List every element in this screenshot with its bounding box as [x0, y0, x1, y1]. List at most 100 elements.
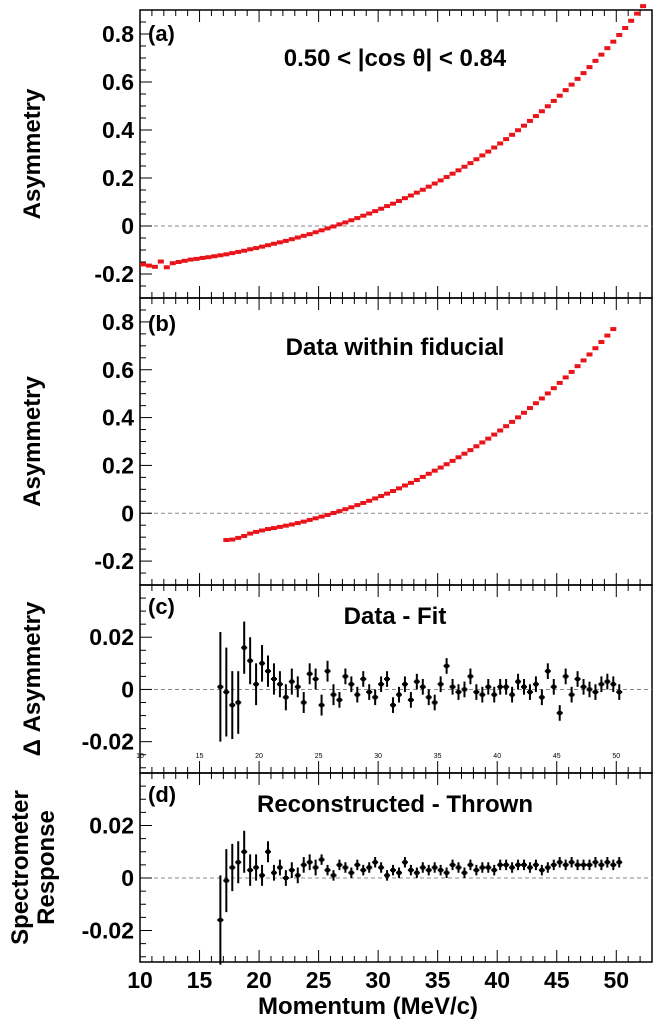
- data-point: [360, 500, 367, 505]
- data-point: [556, 380, 563, 385]
- data-point: [521, 410, 527, 415]
- data-point: [288, 522, 295, 527]
- y-tick-label: -0.2: [94, 548, 134, 574]
- data-point: [462, 870, 467, 875]
- x-axis-label: Momentum (MeV/c): [258, 993, 478, 1020]
- data-point: [557, 860, 562, 865]
- data-point: [468, 862, 473, 867]
- data-point: [163, 265, 170, 270]
- data-point: [550, 386, 557, 391]
- data-point: [401, 196, 408, 201]
- data-point: [504, 862, 509, 867]
- data-point: [229, 251, 236, 256]
- y-tick-label: 0.6: [102, 69, 134, 95]
- data-point: [575, 862, 580, 867]
- panel-c: -0.02 0 0.02 10 15 20 25 30 35 40 45 50 (c) Data - Fi…: [19, 584, 653, 774]
- data-point: [593, 860, 598, 865]
- data-point: [289, 679, 294, 684]
- data-point: [253, 529, 260, 534]
- data-point: [532, 401, 539, 406]
- data-point: [384, 491, 391, 496]
- data-point: [604, 46, 611, 51]
- data-point: [325, 868, 330, 873]
- data-point: [395, 199, 402, 204]
- data-point: [486, 684, 491, 689]
- data-point: [282, 238, 289, 243]
- data-point: [277, 682, 282, 687]
- data-point: [527, 865, 532, 870]
- panel-tag: (b): [148, 311, 176, 336]
- data-point: [599, 862, 604, 867]
- data-point: [289, 868, 294, 873]
- data-point: [498, 862, 503, 867]
- panel-tag: (d): [148, 782, 176, 807]
- data-point: [522, 684, 526, 689]
- y-tick-label: 0.4: [102, 405, 134, 431]
- data-point: [617, 860, 622, 865]
- data-point: [503, 137, 510, 142]
- data-point: [438, 682, 443, 687]
- data-point: [307, 671, 312, 676]
- data-point: [265, 243, 271, 248]
- x-tick-label: 10: [127, 967, 153, 993]
- data-point: [318, 514, 325, 519]
- data-point: [587, 862, 592, 867]
- data-point: [266, 849, 270, 854]
- data-point: [199, 255, 206, 260]
- x-tick-label: 30: [365, 967, 391, 993]
- data-point: [294, 235, 301, 240]
- data-point: [587, 687, 592, 692]
- data-point: [324, 512, 331, 517]
- data-point: [515, 415, 522, 420]
- data-point: [342, 220, 349, 225]
- data-point: [366, 211, 373, 216]
- data-point: [426, 868, 431, 873]
- data-point: [276, 524, 283, 529]
- y-tick-label: 0: [121, 676, 134, 702]
- data-point: [236, 700, 241, 705]
- data-point: [568, 369, 575, 374]
- data-point: [355, 862, 360, 867]
- data-point: [586, 352, 593, 357]
- data-point: [300, 233, 307, 238]
- data-point: [270, 526, 277, 531]
- data-point: [510, 692, 515, 697]
- data-point: [432, 865, 437, 870]
- data-point: [473, 444, 480, 449]
- data-point: [330, 224, 337, 229]
- data-point: [367, 690, 372, 695]
- x-tick-label: 15: [187, 967, 213, 993]
- data-point: [224, 878, 229, 883]
- data-point: [491, 145, 498, 150]
- data-point: [301, 862, 306, 867]
- y-tick-label: 0: [121, 213, 134, 239]
- data-point: [169, 261, 176, 266]
- data-point: [509, 419, 516, 424]
- data-point: [538, 396, 545, 401]
- data-point: [462, 687, 467, 692]
- panel-d: -0.02 0 0.02 10 15 20 25 30 35 40 45 50 (d) Reconstru…: [7, 772, 653, 993]
- data-point: [425, 471, 432, 476]
- data-point: [545, 865, 550, 870]
- data-point: [283, 695, 288, 700]
- data-point: [527, 690, 532, 695]
- data-point: [419, 474, 426, 479]
- panel-annotation: Data - Fit: [344, 603, 447, 630]
- x-tick-label: 25: [306, 967, 332, 993]
- data-point: [211, 254, 218, 259]
- data-point: [294, 521, 301, 526]
- data-point: [479, 153, 486, 158]
- data-point: [516, 679, 521, 684]
- data-point: [474, 868, 479, 873]
- data-point: [361, 868, 366, 873]
- data-point: [461, 164, 468, 169]
- data-point: [485, 149, 492, 154]
- data-point: [395, 486, 402, 491]
- data-point: [431, 181, 438, 186]
- data-point: [187, 257, 194, 262]
- data-point: [486, 865, 491, 870]
- data-point: [414, 870, 419, 875]
- data-point: [193, 256, 200, 261]
- data-point: [402, 682, 407, 687]
